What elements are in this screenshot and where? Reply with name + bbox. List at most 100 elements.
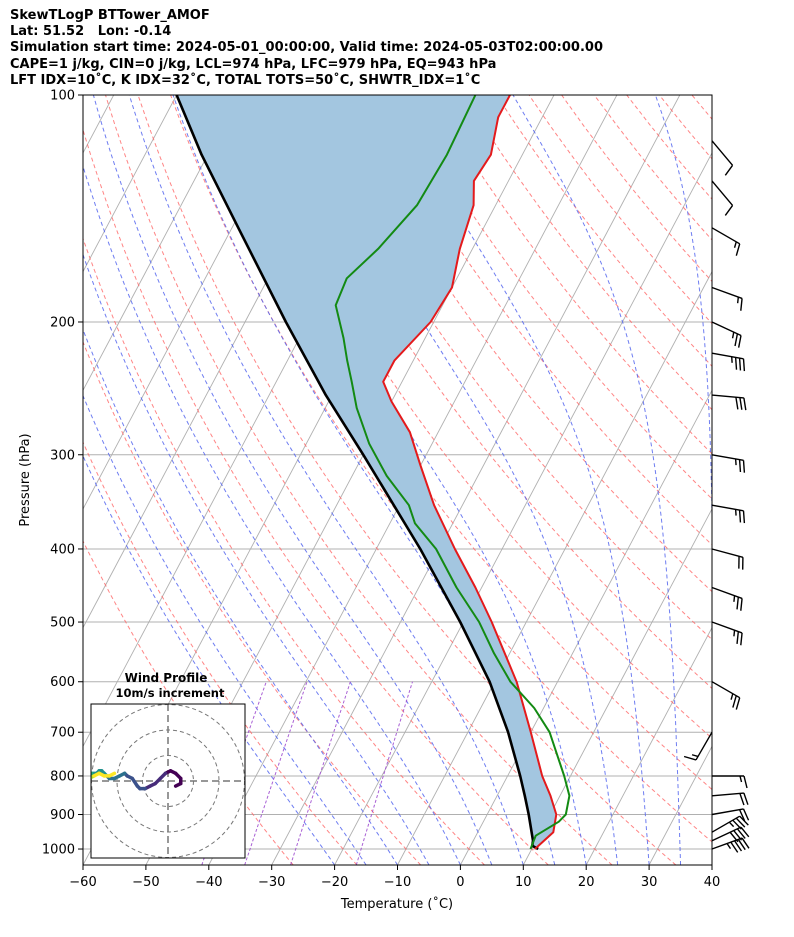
- wind-barb-full: [743, 775, 748, 789]
- wind-barb: [711, 286, 743, 311]
- moist-adiabat-line: [297, 95, 619, 865]
- header-times: Simulation start time: 2024-05-01_00:00:…: [10, 40, 603, 55]
- wind-barb-full: [736, 597, 740, 610]
- x-tick-label: 0: [456, 875, 464, 890]
- wind-barb-full: [740, 632, 743, 646]
- x-axis-label: Temperature (˚C): [340, 896, 453, 912]
- wind-barb: [711, 140, 734, 176]
- wind-barb-staff: [711, 808, 744, 816]
- wind-barb-full: [733, 840, 743, 852]
- wind-barb-staff: [711, 826, 742, 842]
- wind-barb: [711, 586, 743, 611]
- hodograph-segment: [107, 771, 117, 778]
- moist-adiabat-line: [83, 253, 430, 865]
- moist-adiabat-line: [83, 454, 336, 865]
- x-tick-label: 30: [641, 875, 658, 890]
- wind-barb-full: [730, 841, 739, 853]
- y-tick-label: 800: [50, 769, 75, 784]
- wind-barb-full: [740, 298, 743, 311]
- cape-shading: [176, 95, 557, 849]
- wind-barb: [711, 808, 750, 822]
- y-tick-label: 900: [50, 808, 75, 823]
- isotherm-line: [460, 389, 712, 865]
- x-tick-label: 20: [578, 875, 595, 890]
- wind-barb-staff: [711, 586, 743, 600]
- wind-barb-half: [733, 630, 736, 637]
- wind-barb-full: [740, 598, 743, 611]
- wind-barb-full: [742, 460, 746, 473]
- wind-barb: [711, 227, 741, 256]
- wind-barb: [711, 792, 749, 806]
- isotherm-line: [397, 270, 712, 865]
- dry-adiabat-line: [561, 95, 712, 283]
- wind-barb: [711, 394, 747, 411]
- wind-barb-full: [735, 817, 746, 828]
- wind-barb-staff: [711, 504, 744, 512]
- wind-barb: [711, 815, 749, 833]
- dry-adiabat-line: [300, 95, 712, 641]
- wind-barb-staff: [711, 548, 744, 558]
- wind-barb-half: [734, 458, 737, 466]
- parcel-profile-line: [175, 95, 539, 851]
- hodograph-segment: [81, 771, 86, 774]
- wind-barb-full: [736, 828, 746, 839]
- x-tick-label: −50: [132, 875, 159, 890]
- wind-barb-staff: [711, 792, 744, 797]
- wind-barb-full: [743, 397, 747, 411]
- wind-barb-staff: [711, 321, 742, 337]
- dry-adiabat-line: [83, 237, 485, 865]
- wind-barb-staff: [711, 227, 741, 245]
- wind-barb-full: [734, 333, 739, 347]
- dry-adiabat-line: [691, 95, 712, 120]
- wind-barb-full: [737, 839, 746, 851]
- moist-adiabat-line: [128, 95, 524, 865]
- x-tick-label: −60: [69, 875, 96, 890]
- moist-adiabat-line: [744, 95, 767, 865]
- wind-barb: [683, 731, 713, 761]
- dry-adiabat-line: [202, 95, 712, 791]
- header-station: SkewTLogP BTTower_AMOF: [10, 8, 210, 23]
- wind-barb-full: [739, 793, 745, 806]
- wind-barb-half: [739, 775, 743, 783]
- x-tick-label: −40: [195, 875, 222, 890]
- axes: −60 −50 −40 −30 −20 −10 0 10 20 30 40 100 200 300 400 5…: [42, 89, 720, 891]
- wind-barb-full: [743, 792, 749, 805]
- dry-adiabat-line: [658, 95, 712, 160]
- wind-barb: [711, 504, 746, 524]
- dry-adiabat-line: [83, 441, 358, 865]
- y-tick-label: 100: [50, 89, 75, 104]
- wind-barb-full: [737, 335, 742, 348]
- moist-adiabat-line: [389, 95, 650, 865]
- wind-barb-full: [724, 164, 734, 176]
- wind-barb-staff: [711, 394, 744, 399]
- wind-barb-staff: [711, 815, 741, 833]
- wind-barb-full: [738, 510, 742, 523]
- wind-barb-half: [726, 843, 732, 850]
- dry-adiabat-line: [137, 95, 677, 865]
- wind-barb-full: [738, 459, 742, 473]
- wind-barb-staff: [711, 681, 741, 699]
- wind-barb-staff: [711, 286, 743, 300]
- wind-barb-full: [742, 557, 744, 570]
- wind-barb-full: [742, 808, 750, 821]
- wind-barb: [711, 837, 750, 853]
- hodograph-segment: [84, 778, 89, 781]
- header-indices-2: LFT IDX=10˚C, K IDX=32˚C, TOTAL TOTS=50˚…: [10, 73, 481, 88]
- wind-barb-staff: [711, 454, 744, 462]
- wind-barb-full: [683, 755, 697, 761]
- moist-adiabat-line: [83, 394, 367, 865]
- wind-barbs: [683, 140, 750, 853]
- mixing-ratio-line: [244, 681, 308, 865]
- dry-adiabat-line: [267, 95, 712, 690]
- wind-barb-staff: [711, 352, 744, 360]
- wind-barb-full: [732, 695, 737, 708]
- x-tick-label: −30: [258, 875, 285, 890]
- isotherm-line: [83, 95, 303, 510]
- wind-barb: [711, 621, 743, 646]
- moist-adiabat-line: [512, 95, 681, 865]
- wind-barb: [711, 826, 750, 843]
- dry-adiabat-line: [495, 95, 712, 367]
- wind-barb-half: [733, 241, 737, 248]
- wind-barb-full: [739, 397, 743, 410]
